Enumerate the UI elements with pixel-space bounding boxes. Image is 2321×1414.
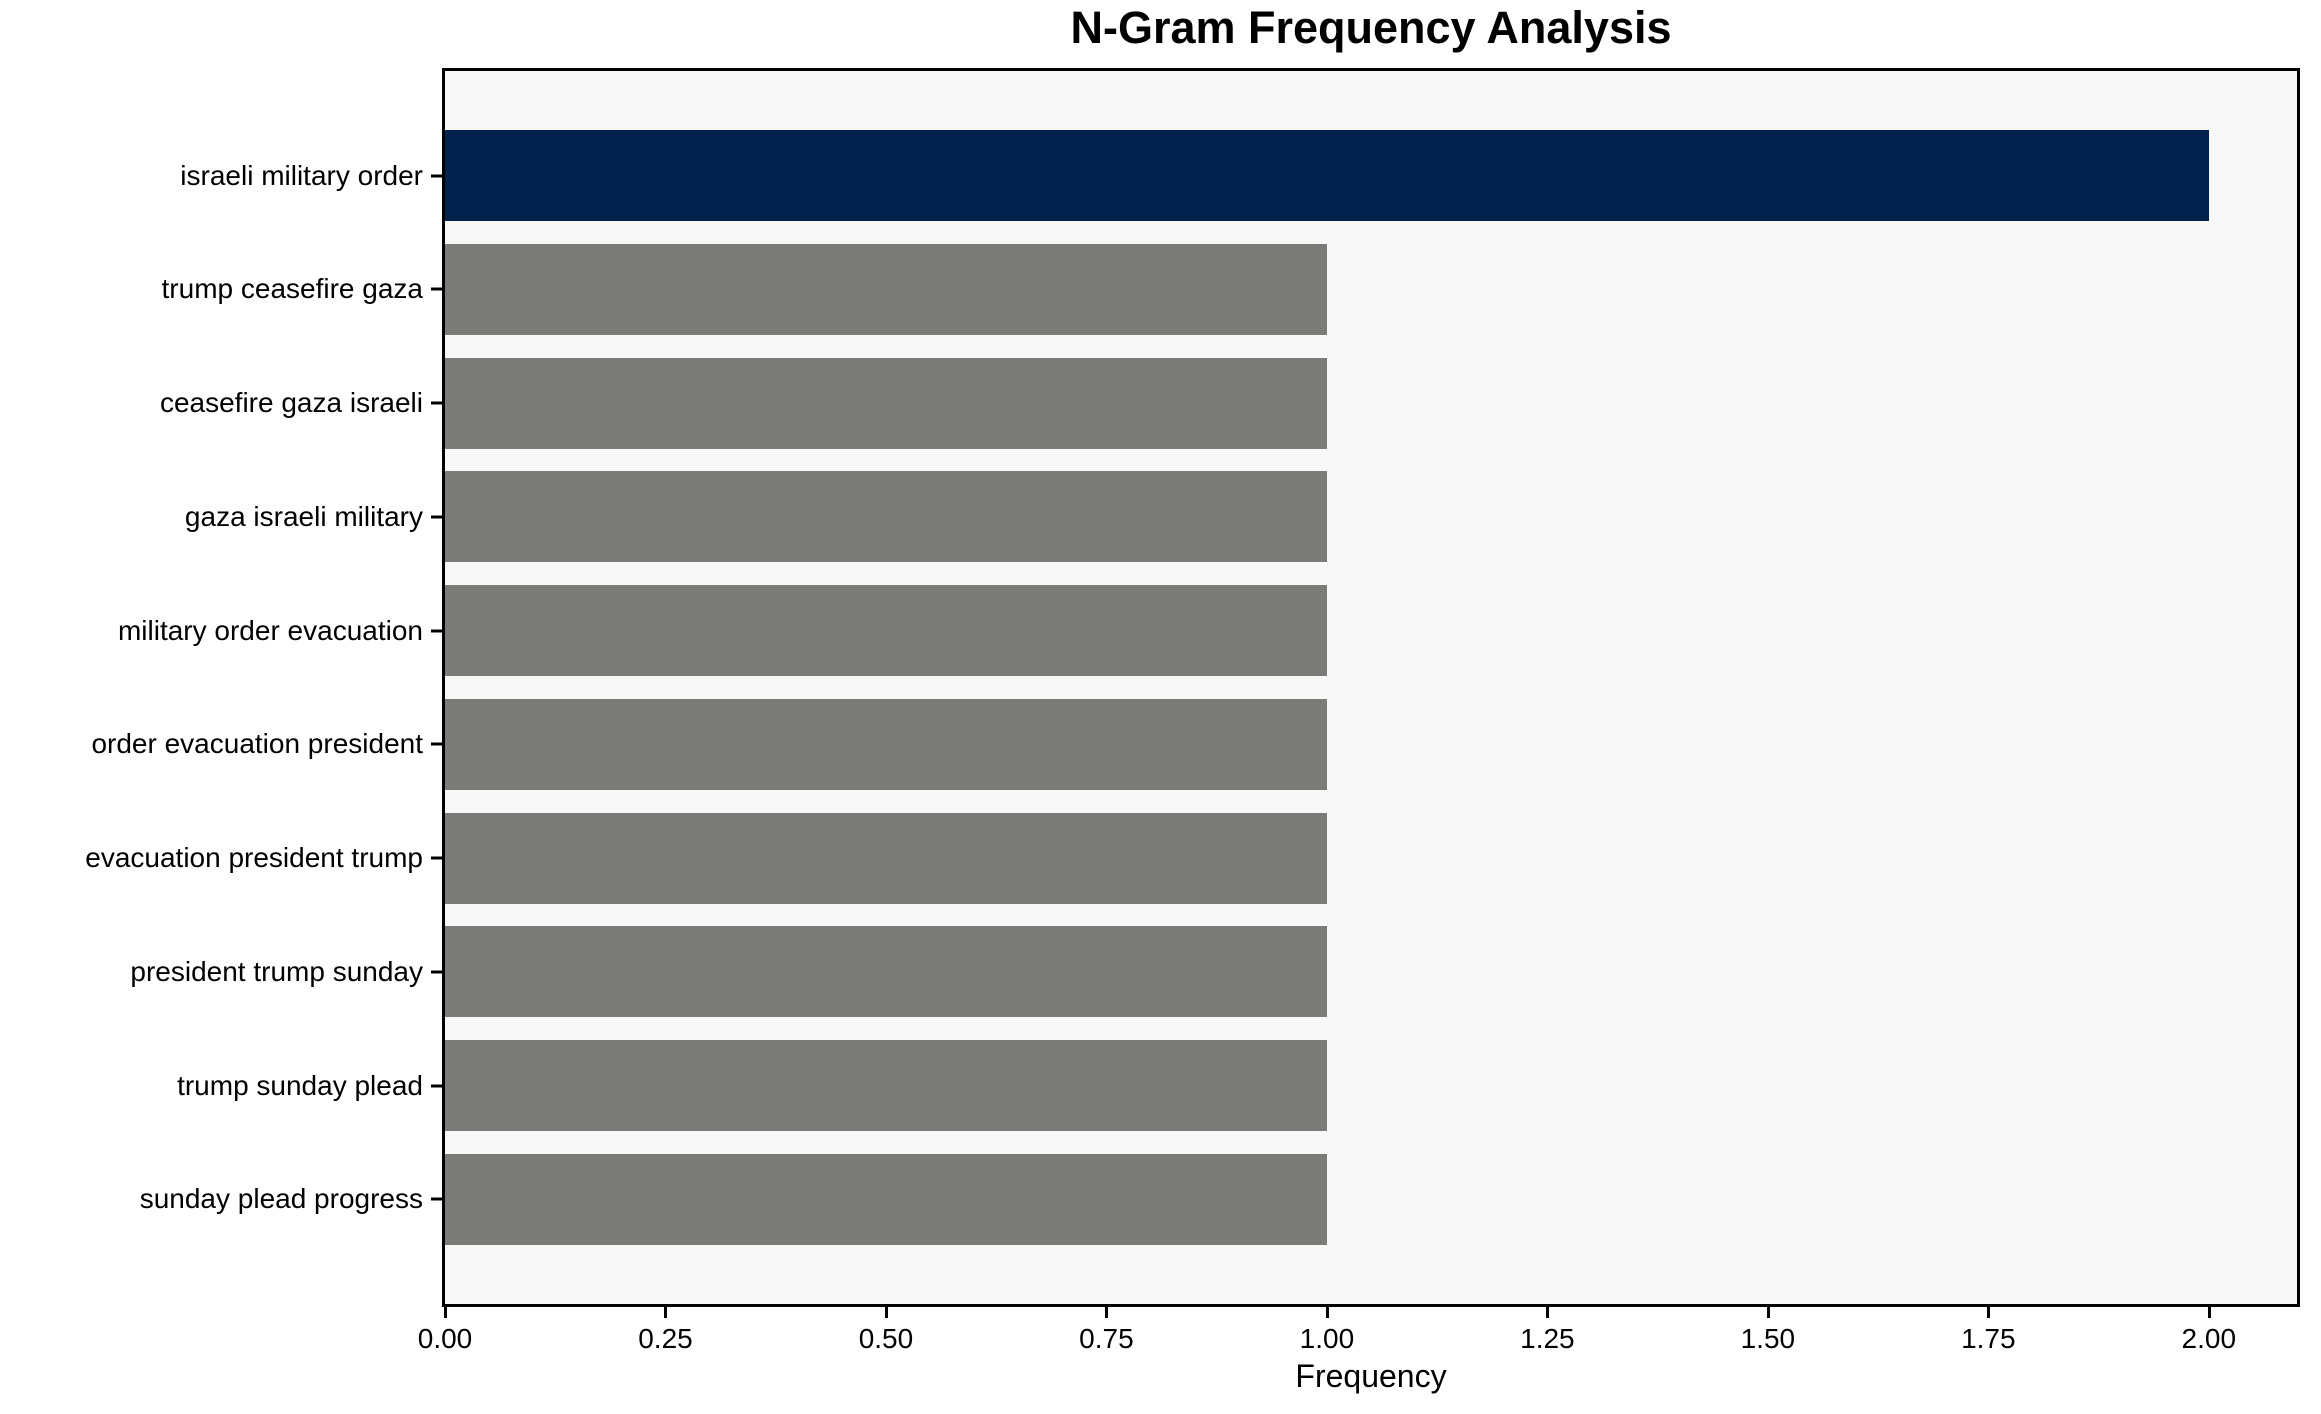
x-tick-label: 1.50 — [1740, 1323, 1796, 1354]
bar — [445, 1040, 1327, 1132]
bar-row: order evacuation president — [91, 698, 2297, 790]
x-tick-mark — [664, 1307, 668, 1318]
bar — [445, 130, 2209, 221]
x-tick-mark — [444, 1307, 447, 1318]
bar — [445, 1153, 1327, 1245]
y-tick-label: military order evacuation — [117, 614, 423, 646]
y-tick-mark — [431, 856, 442, 860]
y-tick-label: order evacuation president — [91, 728, 423, 760]
x-axis: 0.00 0.25 0.50 0.75 1.00 1.25 1.50 1.75 2.00 — [418, 1307, 2297, 1367]
x-tick-mark — [1105, 1307, 1109, 1318]
x-tick-label: 1.00 — [1299, 1323, 1355, 1354]
x-tick-mark — [1546, 1307, 1550, 1318]
y-tick-mark — [431, 970, 442, 974]
y-tick-mark — [431, 287, 442, 291]
x-tick-label: 0.50 — [858, 1323, 914, 1354]
y-tick-mark — [431, 174, 442, 177]
bar — [445, 471, 1327, 563]
y-tick-label: israeli military order — [180, 159, 423, 191]
y-tick-mark — [431, 401, 442, 405]
bar-row: evacuation president trump — [85, 812, 2297, 904]
x-tick-mark — [2207, 1307, 2211, 1318]
bar-row: president trump sunday — [130, 926, 2297, 1018]
bar — [445, 243, 1327, 335]
x-tick-mark — [884, 1307, 888, 1318]
x-tick-label: 1.75 — [1961, 1323, 2016, 1354]
chart-title: N-Gram Frequency Analysis — [1070, 2, 1672, 53]
x-tick-label: 2.00 — [2181, 1323, 2237, 1354]
y-tick-label: evacuation president trump — [85, 842, 423, 874]
bar — [445, 698, 1327, 790]
bar-row: ceasefire gaza israeli — [160, 357, 2297, 449]
x-tick-mark — [1987, 1307, 1991, 1318]
y-tick-mark — [431, 742, 442, 746]
y-tick-label: trump sunday plead — [177, 1069, 423, 1101]
x-tick-label: 0.25 — [638, 1323, 693, 1354]
x-axis-label: Frequency — [1295, 1358, 1447, 1394]
bar-row: military order evacuation — [118, 585, 2297, 677]
y-tick-label: sunday plead progress — [139, 1183, 423, 1215]
x-tick-label: 0.75 — [1079, 1323, 1134, 1354]
plot-area: israeli military order trump ceasefire ga… — [85, 68, 2300, 1307]
y-tick-mark — [431, 629, 442, 633]
bar — [445, 585, 1327, 677]
y-tick-label: president trump sunday — [130, 955, 423, 987]
x-tick-label: 1.25 — [1520, 1323, 1575, 1354]
bar-row: trump ceasefire gaza — [162, 243, 2297, 335]
x-tick-mark — [1325, 1307, 1329, 1318]
bar-row: trump sunday plead — [177, 1040, 2297, 1132]
bar-row: gaza israeli military — [185, 471, 2297, 563]
x-tick-mark — [1766, 1307, 1770, 1318]
bar-row: sunday plead progress — [140, 1153, 2297, 1245]
y-tick-mark — [431, 515, 442, 519]
bar — [445, 812, 1327, 904]
bar-row: israeli military order — [180, 130, 2297, 221]
bar — [445, 926, 1327, 1018]
y-tick-mark — [431, 1197, 442, 1201]
bars-container: israeli military order trump ceasefire ga… — [85, 130, 2297, 1245]
y-tick-mark — [431, 1084, 442, 1088]
bar — [445, 357, 1327, 449]
y-tick-label: gaza israeli military — [184, 500, 423, 532]
x-tick-label: 0.00 — [417, 1323, 473, 1354]
y-tick-label: trump ceasefire gaza — [161, 273, 423, 305]
y-tick-label: ceasefire gaza israeli — [159, 387, 423, 419]
